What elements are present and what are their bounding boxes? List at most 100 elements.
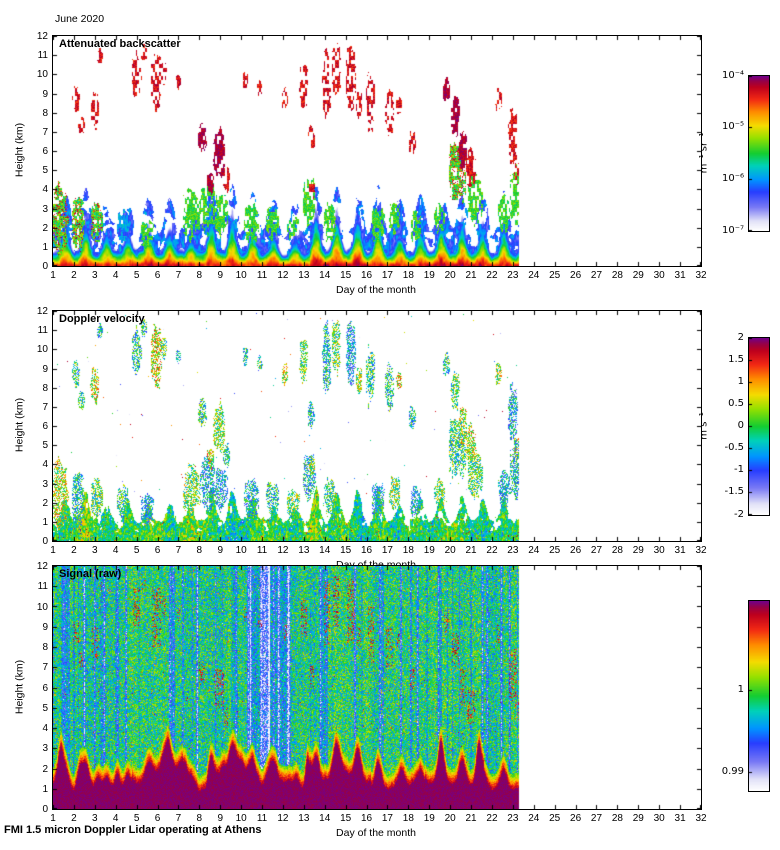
x-tick-label: 21 <box>465 545 477 556</box>
heatmap-canvas-signal <box>53 566 701 809</box>
x-tick-label: 4 <box>112 545 119 556</box>
figure-date-label: June 2020 <box>55 13 105 25</box>
x-tick-label: 12 <box>277 545 289 556</box>
x-tick-label: 16 <box>360 813 373 824</box>
colorbar-tick-label: 0.5 <box>728 397 744 409</box>
colorbar-tick-label: 0.99 <box>721 766 744 778</box>
x-tick-label: 30 <box>653 545 665 556</box>
colorbar-signal <box>748 600 770 792</box>
x-tick-label: 26 <box>570 813 582 824</box>
x-tick-label: 5 <box>133 545 140 556</box>
x-tick-label: 26 <box>570 545 582 556</box>
x-tick-label: 29 <box>632 270 644 281</box>
y-tick-label: 12 <box>36 561 48 572</box>
x-tick-label: 17 <box>381 270 393 281</box>
x-tick-label: 29 <box>632 545 644 556</box>
x-tick-label: 31 <box>674 545 686 556</box>
x-tick-label: 24 <box>528 545 540 556</box>
y-tick-label: 10 <box>36 601 48 613</box>
x-tick-label: 16 <box>360 270 373 281</box>
y-tick-label: 9 <box>42 363 48 375</box>
x-tick-label: 22 <box>486 270 498 281</box>
x-tick-label: 3 <box>92 813 98 824</box>
x-tick-label: 32 <box>695 545 707 556</box>
x-tick-label: 10 <box>235 813 247 824</box>
x-tick-label: 15 <box>340 270 352 281</box>
y-tick-label: 9 <box>42 621 48 633</box>
x-tick-label: 13 <box>298 270 310 281</box>
y-tick-label: 4 <box>42 723 48 734</box>
x-tick-label: 23 <box>507 545 519 556</box>
figure-footer-label: FMI 1.5 micron Doppler Lidar operating a… <box>4 824 262 836</box>
x-tick-label: 18 <box>402 270 414 281</box>
y-tick-label: 7 <box>42 126 48 138</box>
x-tick-label: 27 <box>590 813 603 824</box>
x-tick-label: 27 <box>590 545 603 556</box>
y-tick-label: 11 <box>37 50 48 62</box>
x-tick-label: 22 <box>486 813 498 824</box>
y-tick-label: 6 <box>42 682 48 694</box>
x-tick-label: 30 <box>653 270 665 281</box>
x-tick-label: 8 <box>196 270 203 281</box>
x-tick-label: 2 <box>71 270 77 281</box>
colorbar-tick-label: -1 <box>734 464 744 476</box>
x-tick-label: 28 <box>611 813 623 824</box>
y-tick-label: 7 <box>42 401 48 413</box>
panel-velocity: Doppler velocity <box>52 310 702 542</box>
y-axis-label-signal: Height (km) <box>13 659 26 714</box>
y-tick-label: 2 <box>42 497 48 509</box>
y-tick-label: 2 <box>42 222 48 234</box>
x-tick-label: 18 <box>402 813 414 824</box>
x-tick-label: 12 <box>277 270 289 281</box>
y-tick-label: 5 <box>42 165 48 177</box>
y-tick-label: 1 <box>42 241 48 253</box>
heatmap-canvas-velocity <box>53 311 701 541</box>
x-tick-label: 1 <box>50 813 56 824</box>
y-tick-label: 6 <box>42 421 48 432</box>
x-tick-label: 9 <box>217 270 223 281</box>
x-tick-label: 19 <box>423 813 435 824</box>
colorbar-tick-label: 10⁻⁶ <box>721 172 744 184</box>
x-tick-label: 16 <box>360 545 373 556</box>
y-tick-label: 8 <box>42 382 48 394</box>
x-tick-label: 31 <box>674 813 686 824</box>
x-tick-label: 23 <box>507 813 519 824</box>
y-tick-label: 5 <box>42 702 48 714</box>
colorbar-tick-label: 2 <box>737 331 744 343</box>
x-tick-label: 8 <box>196 545 203 556</box>
x-tick-label: 12 <box>277 813 289 824</box>
x-tick-label: 28 <box>611 545 623 556</box>
y-tick-label: 6 <box>42 146 48 157</box>
panel-title-velocity: Doppler velocity <box>59 313 145 325</box>
colorbar-gradient-velocity <box>749 338 769 515</box>
x-tick-label: 19 <box>423 545 435 556</box>
heatmap-canvas-backscatter <box>53 36 701 266</box>
x-tick-label: 14 <box>319 813 331 824</box>
x-tick-label: 19 <box>423 270 435 281</box>
colorbar-tick-label: 1 <box>737 375 744 387</box>
colorbar-tick-label: 10⁻⁵ <box>721 121 744 133</box>
x-tick-label: 17 <box>381 545 393 556</box>
colorbar-tick-label: 1 <box>737 683 744 695</box>
x-tick-label: 21 <box>465 270 477 281</box>
x-tick-label: 15 <box>340 545 352 556</box>
y-tick-label: 9 <box>42 88 48 100</box>
x-tick-label: 23 <box>507 270 519 281</box>
x-axis-label-backscatter: Day of the month <box>336 284 416 296</box>
x-tick-label: 25 <box>549 813 561 824</box>
colorbar-unit-label: m⁻¹ sr⁻¹ <box>698 132 710 173</box>
colorbar-tick-label: -0.5 <box>724 442 744 454</box>
x-tick-label: 14 <box>319 270 331 281</box>
x-tick-label: 25 <box>549 545 561 556</box>
panel-backscatter: Attenuated backscatter <box>52 35 702 267</box>
y-tick-label: 12 <box>36 31 48 42</box>
y-tick-label: 3 <box>42 478 48 490</box>
colorbar-tick-label: 10⁻⁴ <box>721 69 744 81</box>
x-tick-label: 15 <box>340 813 352 824</box>
x-tick-label: 2 <box>71 545 77 556</box>
panel-title-backscatter: Attenuated backscatter <box>59 38 181 50</box>
y-tick-label: 5 <box>42 440 48 452</box>
x-tick-label: 20 <box>444 545 456 556</box>
y-tick-label: 4 <box>42 459 48 471</box>
x-tick-label: 9 <box>217 813 223 824</box>
